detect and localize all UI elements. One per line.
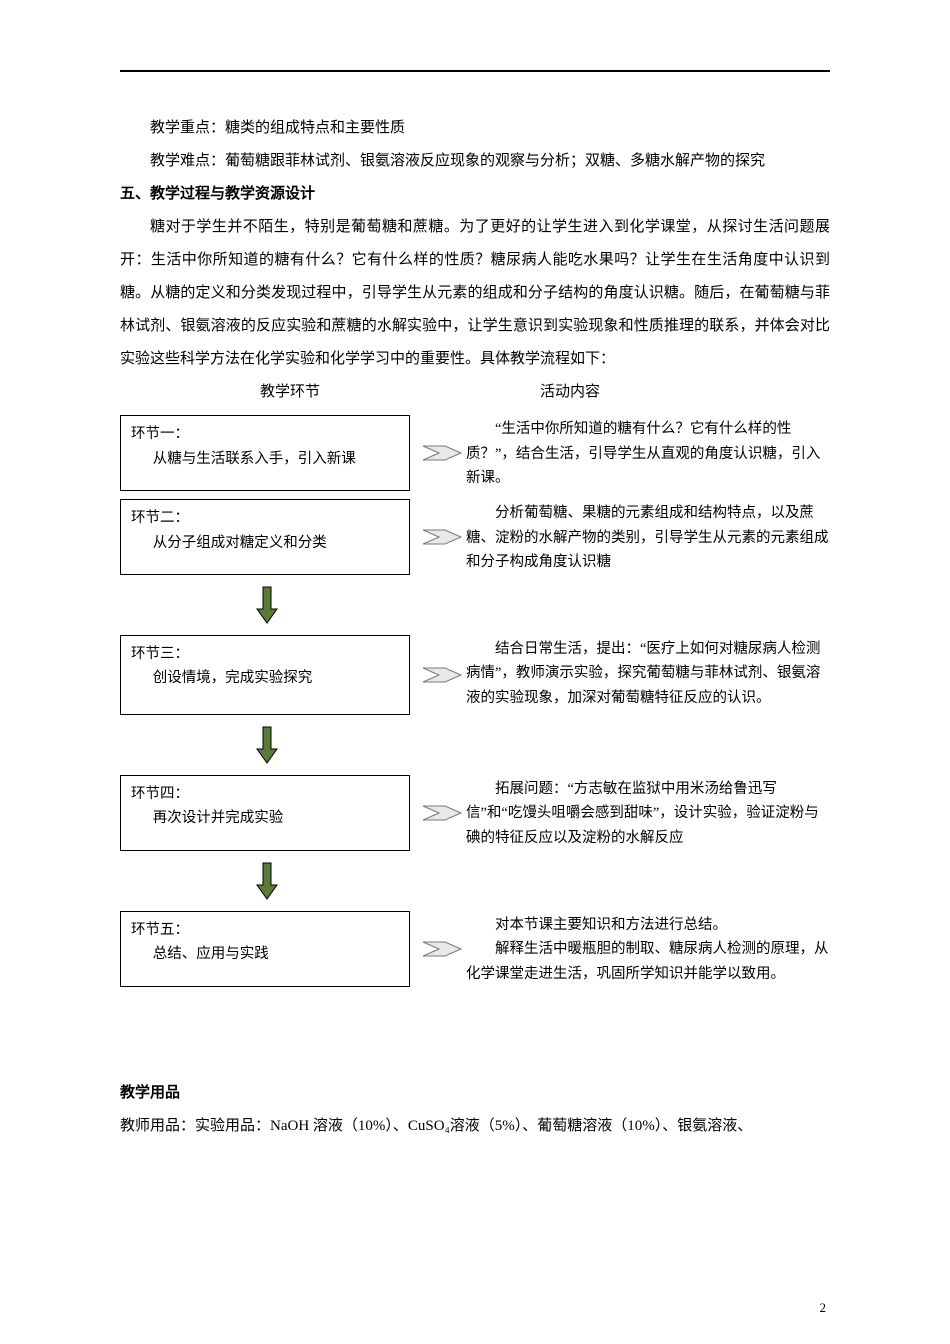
flow-box-title: 环节一： [131, 422, 399, 447]
flow-row-3: 环节三： 创设情境，完成实验探究 结合日常生活，提出：“医疗上如何对糖尿病人检测… [120, 635, 830, 715]
flow-desc-3: 结合日常生活，提出：“医疗上如何对糖尿病人检测病情”，教师演示实验，探究葡萄糖与… [466, 635, 830, 715]
flow-box-4: 环节四： 再次设计并完成实验 [120, 775, 410, 851]
flow-row-5: 环节五： 总结、应用与实践 对本节课主要知识和方法进行总结。 解释生活中暖瓶胆的… [120, 911, 830, 987]
desc-text: 对本节课主要知识和方法进行总结。 [466, 913, 830, 938]
page-number: 2 [820, 1300, 827, 1316]
arrow-right-col [410, 775, 466, 851]
flow-box-body: 创设情境，完成实验探究 [131, 666, 399, 691]
down-arrow-row [120, 723, 830, 767]
document-page: 教学重点：糖类的组成特点和主要性质 教学难点：葡萄糖跟菲林试剂、银氨溶液反应现象… [0, 0, 950, 1183]
arrow-right-col [410, 911, 466, 987]
teaching-difficult-point: 教学难点：葡萄糖跟菲林试剂、银氨溶液反应现象的观察与分析；双糖、多糖水解产物的探… [120, 145, 830, 178]
flow-box-body: 从分子组成对糖定义和分类 [131, 531, 399, 556]
teaching-key-point: 教学重点：糖类的组成特点和主要性质 [120, 112, 830, 145]
left-column-header: 教学环节 [120, 380, 430, 401]
arrow-right-col [410, 635, 466, 715]
flow-row-1: 环节一： 从糖与生活联系入手，引入新课 “生活中你所知道的糖有什么？它有什么样的… [120, 415, 830, 491]
chevron-right-icon [421, 940, 465, 958]
flowchart: 环节一： 从糖与生活联系入手，引入新课 “生活中你所知道的糖有什么？它有什么样的… [120, 415, 830, 987]
flow-box-title: 环节二： [131, 506, 399, 531]
desc-text: 分析葡萄糖、果糖的元素组成和结构特点，以及蔗糖、淀粉的水解产物的类别，引导学生从… [466, 501, 830, 575]
down-arrow-row [120, 859, 830, 903]
flow-box-body: 从糖与生活联系入手，引入新课 [131, 447, 399, 472]
flow-box-5: 环节五： 总结、应用与实践 [120, 911, 410, 987]
arrow-down-icon [255, 725, 279, 765]
flow-desc-5: 对本节课主要知识和方法进行总结。 解释生活中暖瓶胆的制取、糖尿病人检测的原理，从… [466, 911, 830, 987]
section-5-title: 五、教学过程与教学资源设计 [120, 178, 830, 211]
chevron-right-icon [421, 804, 465, 822]
column-headers: 教学环节 活动内容 [120, 380, 830, 401]
arrow-right-col [410, 499, 466, 575]
right-column-header: 活动内容 [430, 380, 830, 401]
arrow-down-icon [255, 585, 279, 625]
chevron-right-icon [421, 528, 465, 546]
horizontal-rule [120, 70, 830, 72]
flow-box-1: 环节一： 从糖与生活联系入手，引入新课 [120, 415, 410, 491]
intro-paragraph: 糖对于学生并不陌生，特别是葡萄糖和蔗糖。为了更好的让学生进入到化学课堂，从探讨生… [120, 211, 830, 376]
flow-box-title: 环节三： [131, 642, 399, 667]
chevron-right-icon [421, 666, 465, 684]
desc-text: 结合日常生活，提出：“医疗上如何对糖尿病人检测病情”，教师演示实验，探究葡萄糖与… [466, 637, 830, 711]
flow-desc-4: 拓展问题：“方志敏在监狱中用米汤给鲁迅写信”和“吃馒头咀嚼会感到甜味”，设计实验… [466, 775, 830, 851]
chevron-right-icon [421, 444, 465, 462]
flow-row-2: 环节二： 从分子组成对糖定义和分类 分析葡萄糖、果糖的元素组成和结构特点，以及蔗… [120, 499, 830, 575]
flow-box-3: 环节三： 创设情境，完成实验探究 [120, 635, 410, 715]
flow-box-title: 环节四： [131, 782, 399, 807]
arrow-down-icon [255, 861, 279, 901]
flow-box-2: 环节二： 从分子组成对糖定义和分类 [120, 499, 410, 575]
flow-box-body: 再次设计并完成实验 [131, 806, 399, 831]
flow-row-4: 环节四： 再次设计并完成实验 拓展问题：“方志敏在监狱中用米汤给鲁迅写信”和“吃… [120, 775, 830, 851]
flow-box-body: 总结、应用与实践 [131, 942, 399, 967]
desc-text: 拓展问题：“方志敏在监狱中用米汤给鲁迅写信”和“吃馒头咀嚼会感到甜味”，设计实验… [466, 777, 830, 851]
down-arrow-row [120, 583, 830, 627]
supplies-body: 教师用品：实验用品：NaOH 溶液（10%）、CuSO₄溶液（5%）、葡萄糖溶液… [120, 1110, 830, 1143]
desc-text: 解释生活中暖瓶胆的制取、糖尿病人检测的原理，从化学课堂走进生活，巩固所学知识并能… [466, 937, 830, 986]
flow-desc-2: 分析葡萄糖、果糖的元素组成和结构特点，以及蔗糖、淀粉的水解产物的类别，引导学生从… [466, 499, 830, 575]
supplies-title: 教学用品 [120, 1077, 830, 1110]
arrow-right-col [410, 415, 466, 491]
flow-desc-1: “生活中你所知道的糖有什么？它有什么样的性质？”，结合生活，引导学生从直观的角度… [466, 415, 830, 491]
flow-box-title: 环节五： [131, 918, 399, 943]
desc-text: “生活中你所知道的糖有什么？它有什么样的性质？”，结合生活，引导学生从直观的角度… [466, 417, 830, 491]
